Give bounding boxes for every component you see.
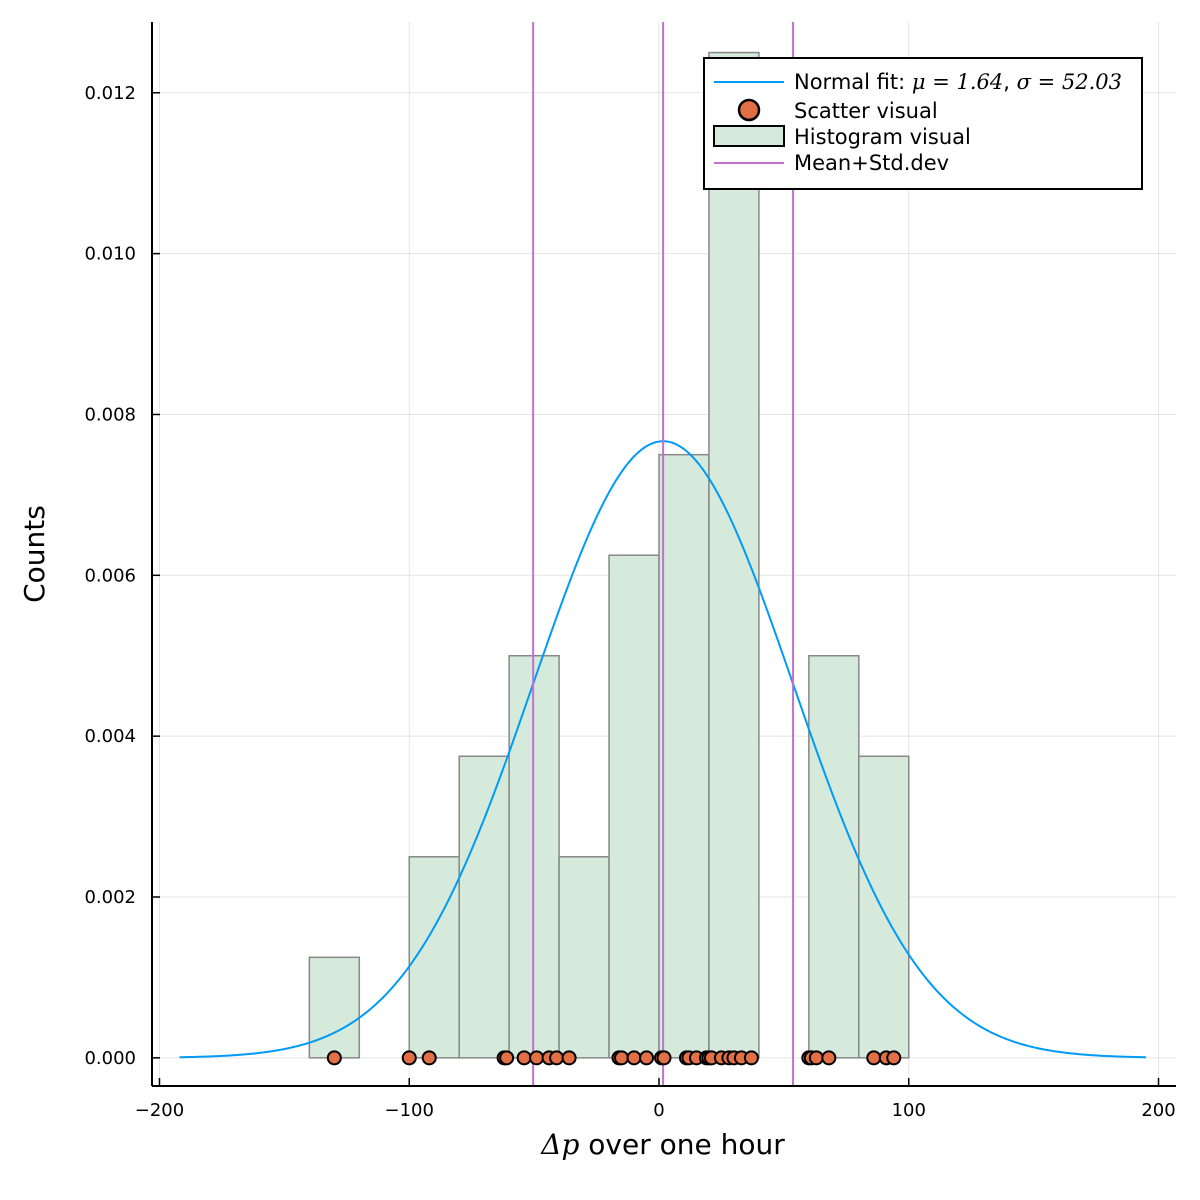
- scatter-point-8: [549, 1050, 565, 1066]
- mean-std-lines: [532, 22, 795, 1086]
- scatter-points: [326, 1050, 902, 1066]
- legend-box: [703, 57, 1143, 190]
- scatter-point-33: [886, 1050, 902, 1066]
- x-axis-title-symbol: Δp: [540, 1128, 579, 1161]
- x-tick-label-3: 100: [892, 1100, 926, 1121]
- y-tick-label-0: 0.000: [84, 1048, 136, 1069]
- histogram-bar-10: [808, 654, 860, 1059]
- scatter-point-12: [626, 1050, 642, 1066]
- scatter-point-29: [808, 1050, 824, 1066]
- y-tick-label-2: 0.004: [84, 726, 136, 747]
- legend-histogram-label: Histogram visual: [794, 125, 971, 149]
- histogram-bar-3: [458, 755, 510, 1059]
- histogram-bar-6: [608, 554, 660, 1059]
- y-axis-title: Counts: [18, 505, 51, 603]
- legend-scatter-swatch: [737, 98, 761, 122]
- histogram-bar-11: [858, 755, 910, 1059]
- legend-normal-fit-label: Normal fit: μ = 1.64, σ = 52.03: [794, 70, 1122, 94]
- x-tick-label-1: −100: [385, 1100, 434, 1121]
- histogram-bar-5: [558, 856, 610, 1059]
- x-axis-title: Δp over one hour: [540, 1128, 785, 1161]
- x-axis-title-text: over one hour: [579, 1128, 785, 1161]
- histogram-bar-0: [308, 956, 361, 1059]
- histogram-bar-8: [708, 51, 760, 1059]
- y-tick-label-4: 0.008: [84, 404, 136, 425]
- legend-mean-std-label: Mean+Std.dev: [794, 151, 949, 175]
- histogram-bar-7: [658, 453, 710, 1059]
- scatter-point-15: [656, 1050, 672, 1066]
- scatter-point-31: [866, 1050, 882, 1066]
- scatter-point-5: [516, 1050, 532, 1066]
- scatter-point-30: [821, 1050, 837, 1066]
- x-tick-label-2: 0: [653, 1100, 664, 1121]
- y-tick-label-6: 0.012: [84, 83, 136, 104]
- legend-scatter-label: Scatter visual: [794, 99, 938, 123]
- histogram-bar-2: [408, 856, 460, 1059]
- x-tick-label-0: −200: [135, 1100, 184, 1121]
- scatter-point-9: [561, 1050, 577, 1066]
- legend-histogram-swatch: [713, 125, 785, 147]
- scatter-point-4: [499, 1050, 515, 1066]
- scatter-point-26: [743, 1050, 759, 1066]
- histogram-bars: [308, 51, 910, 1059]
- y-tick-label-5: 0.010: [84, 244, 136, 265]
- y-tick-label-1: 0.002: [84, 887, 136, 908]
- legend: Normal fit: μ = 1.64, σ = 52.03 Scatter …: [703, 57, 1143, 190]
- scatter-point-13: [639, 1050, 655, 1066]
- scatter-point-6: [529, 1050, 545, 1066]
- scatter-point-1: [401, 1050, 417, 1066]
- scatter-point-2: [421, 1050, 437, 1066]
- tick-labels: −200 −100 0 100 200 0.000 0.002 0.004 0.006 0.008…: [84, 83, 1175, 1121]
- axes: [151, 22, 1176, 1087]
- scatter-point-0: [326, 1050, 342, 1066]
- x-tick-label-4: 200: [1141, 1100, 1175, 1121]
- scatter-point-11: [614, 1050, 630, 1066]
- y-tick-label-3: 0.006: [84, 565, 136, 586]
